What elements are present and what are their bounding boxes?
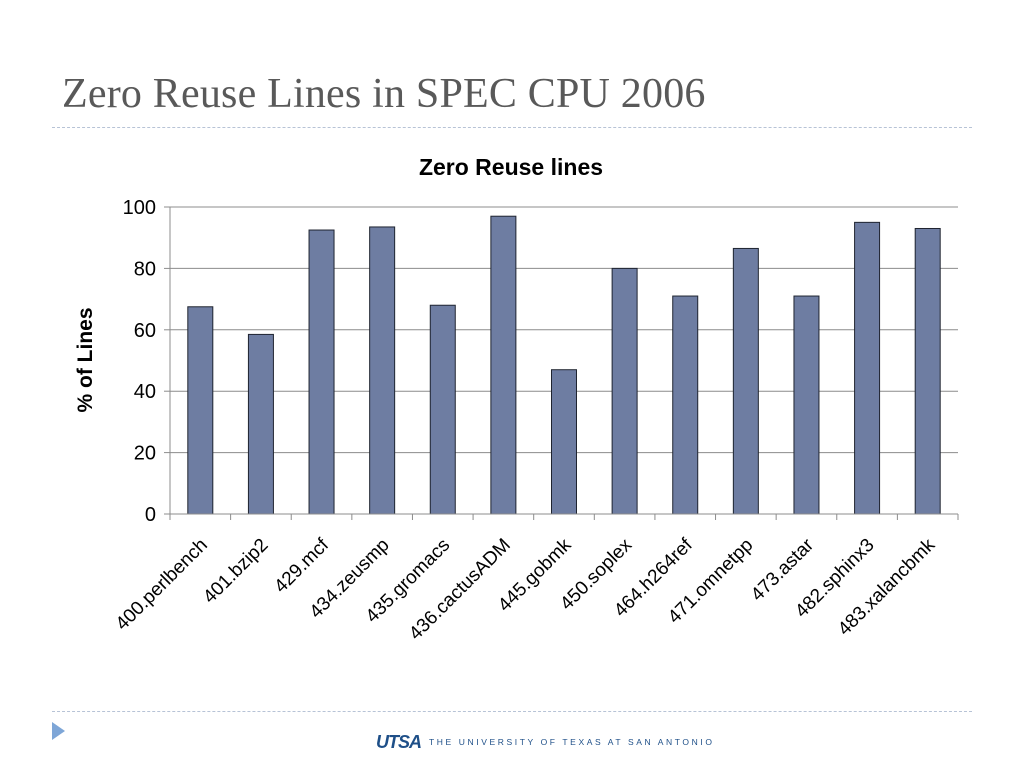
y-tick-label: 100 — [123, 197, 156, 219]
university-name: THE UNIVERSITY OF TEXAS AT SAN ANTONIO — [429, 737, 715, 747]
bar-436.cactusADM — [490, 215, 517, 515]
x-tick-label: 429.mcf — [270, 534, 333, 597]
y-tick-label: 0 — [145, 504, 156, 526]
y-tick-label: 20 — [134, 443, 156, 465]
slide-title: Zero Reuse Lines in SPEC CPU 2006 — [62, 71, 706, 117]
axes — [164, 206, 959, 520]
chart-title: Zero Reuse lines — [419, 154, 603, 180]
bar-473.astar — [793, 295, 820, 515]
title-divider — [52, 127, 972, 128]
bar-434.zeusmp — [369, 226, 396, 515]
bars — [187, 215, 941, 515]
y-tick-label: 60 — [134, 320, 156, 342]
x-tick-label: 401.bzip2 — [199, 535, 272, 608]
bar-450.soplex — [611, 267, 638, 515]
next-slide-arrow-icon[interactable] — [52, 722, 65, 740]
bar-464.h264ref — [672, 295, 699, 515]
bar-400.perlbench — [187, 306, 214, 515]
bar-483.xalancbmk — [914, 227, 941, 515]
y-tick-label: 40 — [134, 381, 156, 403]
bar-445.gobmk — [551, 369, 577, 515]
bar-482.sphinx3 — [854, 221, 881, 515]
bar-chart: Zero Reuse lines % of Lines 0 20 40 60 80 100… — [74, 154, 959, 644]
bar-435.gromacs — [429, 304, 456, 515]
y-axis-label: % of Lines — [74, 307, 97, 412]
bar-401.bzip2 — [247, 333, 274, 515]
footer-divider — [52, 711, 972, 712]
y-tick-label: 80 — [134, 258, 156, 280]
x-tick-label: 400.perlbench — [112, 535, 212, 635]
bar-429.mcf — [308, 229, 335, 515]
bar-471.omnetpp — [732, 247, 759, 515]
utsa-logo: UTSA — [376, 731, 422, 752]
footer: UTSA THE UNIVERSITY OF TEXAS AT SAN ANTO… — [376, 732, 715, 752]
